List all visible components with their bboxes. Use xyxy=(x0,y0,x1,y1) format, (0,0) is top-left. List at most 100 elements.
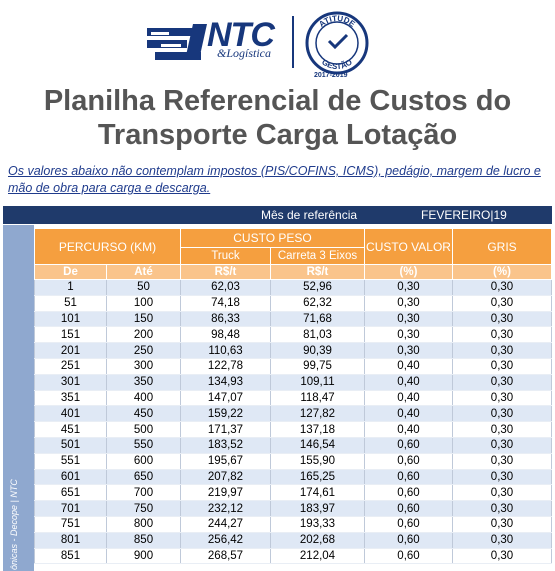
cell-truck: 86,33 xyxy=(180,311,271,328)
cell-custo-valor: 0,30 xyxy=(364,295,453,312)
cell-ate: 350 xyxy=(106,374,181,391)
cell-carreta: 137,18 xyxy=(270,421,365,438)
table-row: 801 850 256,42 202,68 0,60 0,30 xyxy=(34,532,552,549)
cell-truck: 134,93 xyxy=(180,374,271,391)
table-row: 651 700 219,97 174,61 0,60 0,30 xyxy=(34,484,552,502)
table-row: 1 50 62,03 52,96 0,30 0,30 xyxy=(34,279,552,296)
cell-de: 651 xyxy=(34,484,107,502)
logo-divider xyxy=(292,16,294,68)
cell-ate: 200 xyxy=(106,326,181,344)
table-row: 401 450 159,22 127,82 0,40 0,30 xyxy=(34,405,552,423)
cell-custo-valor: 0,30 xyxy=(364,326,453,344)
cell-truck: 268,57 xyxy=(180,548,271,565)
cell-de: 151 xyxy=(34,326,107,344)
cell-truck: 244,27 xyxy=(180,516,271,533)
cell-truck: 62,03 xyxy=(180,279,271,296)
cell-truck: 171,37 xyxy=(180,421,271,438)
cell-ate: 400 xyxy=(106,390,181,407)
subheader-de: De xyxy=(34,264,107,280)
table-row: 201 250 110,63 90,39 0,30 0,30 xyxy=(34,342,552,359)
unit-truck: R$/t xyxy=(180,264,271,280)
cell-ate: 750 xyxy=(106,500,181,517)
cell-carreta: 81,03 xyxy=(270,326,365,344)
seal-top-text: ATITUDE xyxy=(317,14,357,29)
cell-de: 201 xyxy=(34,342,107,359)
freight-cost-table: PERCURSO (KM) CUSTO PESO CUSTO VALOR GRI… xyxy=(34,228,552,565)
cell-gris: 0,30 xyxy=(452,279,552,296)
cell-custo-valor: 0,40 xyxy=(364,405,453,423)
cell-gris: 0,30 xyxy=(452,548,552,565)
ntc-emblem-icon xyxy=(147,24,207,60)
cell-carreta: 109,11 xyxy=(270,374,365,391)
cell-de: 1 xyxy=(34,279,107,296)
cell-truck: 195,67 xyxy=(180,453,271,470)
cell-custo-valor: 0,40 xyxy=(364,358,453,375)
seal-bottom-text: GESTÃO xyxy=(320,58,354,72)
cell-carreta: 212,04 xyxy=(270,548,365,565)
cell-custo-valor: 0,60 xyxy=(364,437,453,454)
subheader-ate: Até xyxy=(106,264,181,280)
table-row: 351 400 147,07 118,47 0,40 0,30 xyxy=(34,390,552,407)
cell-gris: 0,30 xyxy=(452,405,552,423)
cell-de: 701 xyxy=(34,500,107,517)
cell-truck: 110,63 xyxy=(180,342,271,359)
cell-custo-valor: 0,30 xyxy=(364,311,453,328)
table-row: 51 100 74,18 62,32 0,30 0,30 xyxy=(34,295,552,312)
cell-de: 401 xyxy=(34,405,107,423)
cell-custo-valor: 0,40 xyxy=(364,374,453,391)
unit-gris: (%) xyxy=(452,264,552,280)
cell-truck: 232,12 xyxy=(180,500,271,517)
cell-carreta: 202,68 xyxy=(270,532,365,549)
cell-de: 251 xyxy=(34,358,107,375)
cell-gris: 0,30 xyxy=(452,311,552,328)
svg-text:GESTÃO: GESTÃO xyxy=(320,58,354,72)
cell-ate: 50 xyxy=(106,279,181,296)
atitude-gestao-seal-icon: ATITUDE GESTÃO xyxy=(305,11,369,75)
cell-ate: 500 xyxy=(106,421,181,438)
cell-truck: 98,48 xyxy=(180,326,271,344)
cell-gris: 0,30 xyxy=(452,532,552,549)
header-percurso: PERCURSO (KM) xyxy=(34,228,181,265)
cell-custo-valor: 0,60 xyxy=(364,532,453,549)
seal-years: 2017-2019 xyxy=(314,72,348,79)
table-row: 551 600 195,67 155,90 0,60 0,30 xyxy=(34,453,552,470)
cell-ate: 650 xyxy=(106,469,181,486)
cell-de: 551 xyxy=(34,453,107,470)
cell-custo-valor: 0,40 xyxy=(364,421,453,438)
subheader-truck: Truck xyxy=(180,246,271,266)
cell-de: 51 xyxy=(34,295,107,312)
cell-custo-valor: 0,60 xyxy=(364,548,453,565)
cell-ate: 600 xyxy=(106,453,181,470)
brand-name: NTC xyxy=(207,16,275,54)
table-row: 751 800 244,27 193,33 0,60 0,30 xyxy=(34,516,552,533)
reference-month: FEVEREIRO|19 xyxy=(421,208,507,222)
cell-gris: 0,30 xyxy=(452,437,552,454)
header-custo-peso: CUSTO PESO xyxy=(180,228,365,248)
cell-carreta: 118,47 xyxy=(270,390,365,407)
cell-carreta: 62,32 xyxy=(270,295,365,312)
cell-truck: 219,97 xyxy=(180,484,271,502)
reference-label: Mês de referência xyxy=(261,208,358,222)
cell-custo-valor: 0,40 xyxy=(364,390,453,407)
cell-gris: 0,30 xyxy=(452,295,552,312)
table-row: 851 900 268,57 212,04 0,60 0,30 xyxy=(34,548,552,565)
cell-ate: 100 xyxy=(106,295,181,312)
header-gris: GRIS xyxy=(452,228,552,265)
cell-ate: 900 xyxy=(106,548,181,565)
cell-ate: 850 xyxy=(106,532,181,549)
table-row: 101 150 86,33 71,68 0,30 0,30 xyxy=(34,311,552,328)
cell-custo-valor: 0,60 xyxy=(364,484,453,502)
sidebar-caption: ônicas - Decope | NTC xyxy=(9,479,19,570)
cell-ate: 800 xyxy=(106,516,181,533)
cell-carreta: 183,97 xyxy=(270,500,365,517)
cell-carreta: 165,25 xyxy=(270,469,365,486)
cell-carreta: 52,96 xyxy=(270,279,365,296)
cell-gris: 0,30 xyxy=(452,390,552,407)
cell-gris: 0,30 xyxy=(452,500,552,517)
table-row: 601 650 207,82 165,25 0,60 0,30 xyxy=(34,469,552,486)
cell-truck: 74,18 xyxy=(180,295,271,312)
table-row: 151 200 98,48 81,03 0,30 0,30 xyxy=(34,326,552,344)
cell-de: 351 xyxy=(34,390,107,407)
page-title: Planilha Referencial de Custos do Transp… xyxy=(0,84,555,152)
cell-gris: 0,30 xyxy=(452,469,552,486)
